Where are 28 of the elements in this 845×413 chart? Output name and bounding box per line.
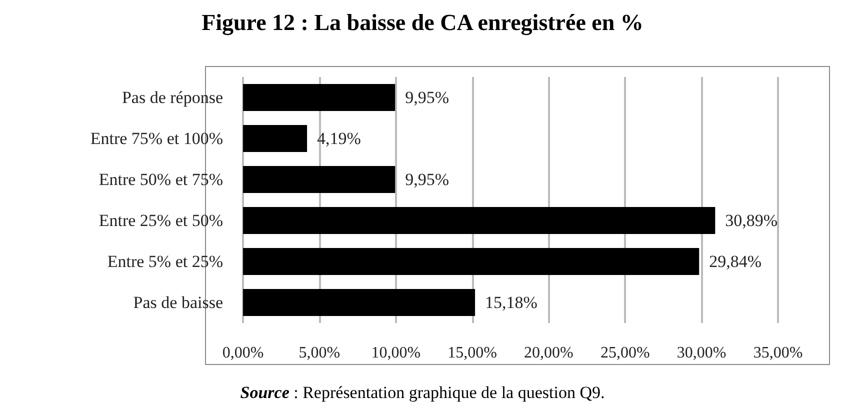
- x-tick-label: 5,00%: [298, 344, 340, 362]
- x-tick-label: 20,00%: [524, 344, 574, 362]
- source-note: Source : Représentation graphique de la question Q9.: [239, 383, 606, 403]
- y-tick-label: Pas de baisse: [133, 293, 223, 312]
- bar: [243, 84, 396, 111]
- data-label: 9,95%: [405, 88, 450, 107]
- bar: [243, 289, 476, 316]
- chart-title: Figure 12 : La baisse de CA enregistrée en %: [202, 10, 644, 36]
- bar: [243, 248, 700, 275]
- x-tick-label: 15,00%: [448, 344, 497, 362]
- data-label: 4,19%: [317, 129, 361, 148]
- bar: [243, 125, 308, 152]
- y-tick-label: Pas de réponse: [122, 88, 223, 107]
- x-tick-label: 35,00%: [753, 344, 803, 362]
- x-tick-label: 0,00%: [222, 344, 264, 362]
- data-label: 29,84%: [709, 252, 762, 271]
- x-tick-label: 30,00%: [676, 344, 726, 362]
- x-tick-label: 25,00%: [600, 344, 650, 362]
- data-label: 30,89%: [725, 211, 778, 230]
- bar: [243, 207, 716, 234]
- y-tick-label: Entre 50% et 75%: [98, 170, 223, 189]
- x-tick-label: 10,00%: [371, 344, 421, 362]
- y-tick-label: Entre 75% et 100%: [90, 129, 223, 148]
- bar: [243, 166, 396, 193]
- data-label: 15,18%: [485, 293, 538, 312]
- data-label: 9,95%: [405, 170, 450, 189]
- y-tick-label: Entre 5% et 25%: [107, 252, 223, 271]
- y-tick-label: Entre 25% et 50%: [98, 211, 223, 230]
